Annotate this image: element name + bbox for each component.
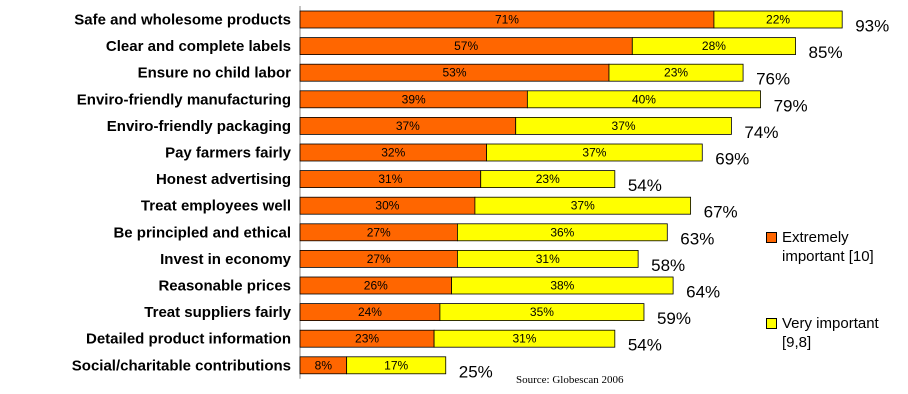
total-label: 69% [715, 150, 749, 169]
bar-very-important [346, 356, 447, 375]
legend-label-extremely-important: Extremely important [10] [782, 229, 874, 265]
bar-label-extremely-important: 31% [378, 172, 402, 186]
category-label: Enviro-friendly packaging [107, 118, 291, 135]
bar-label-extremely-important: 30% [375, 199, 399, 213]
bar-label-very-important: 31% [536, 252, 560, 266]
bar-label-extremely-important: 27% [367, 252, 391, 266]
bar-very-important [631, 37, 796, 55]
category-label: Treat suppliers fairly [144, 304, 291, 321]
legend-item-extremely-important: Extremely important [10] [766, 228, 892, 266]
category-label: Enviro-friendly manufacturing [77, 91, 291, 108]
bar-very-important [439, 303, 645, 322]
bar-label-very-important: 17% [384, 358, 408, 372]
total-label: 85% [809, 43, 843, 62]
category-label: Social/charitable contributions [72, 357, 291, 374]
bar-label-extremely-important: 26% [364, 279, 388, 293]
bar-label-extremely-important: 53% [442, 66, 466, 80]
bar-very-important [486, 143, 703, 162]
total-label: 93% [855, 17, 889, 36]
bar-very-important [526, 90, 761, 109]
bar-label-very-important: 37% [612, 119, 636, 133]
total-label: 64% [686, 283, 720, 302]
bar-label-very-important: 36% [550, 225, 574, 239]
bar-label-extremely-important: 39% [402, 92, 426, 106]
bar-very-important [457, 249, 639, 268]
bar-label-extremely-important: 71% [495, 13, 519, 27]
bar-label-very-important: 28% [702, 39, 726, 53]
bar-label-extremely-important: 8% [315, 358, 333, 372]
total-label: 74% [744, 123, 778, 142]
bar-label-very-important: 23% [536, 172, 560, 186]
category-label: Detailed product information [86, 331, 291, 348]
legend-label-very-important: Very important [9,8] [782, 315, 879, 351]
total-label: 63% [680, 229, 714, 248]
bar-label-extremely-important: 24% [358, 305, 382, 319]
bar-label-very-important: 31% [512, 332, 536, 346]
category-label: Be principled and ethical [113, 224, 291, 241]
bar-very-important [451, 276, 674, 295]
bar-label-very-important: 40% [632, 92, 656, 106]
legend-item-very-important: Very important [9,8] [766, 314, 892, 352]
total-label: 58% [651, 256, 685, 275]
source-note: Source: Globescan 2006 [516, 374, 624, 386]
total-label: 59% [657, 309, 691, 328]
total-label: 79% [774, 96, 808, 115]
legend-swatch-yellow [766, 318, 777, 329]
category-label: Safe and wholesome products [74, 12, 291, 29]
bar-very-important [515, 117, 732, 135]
bar-very-important [474, 196, 692, 215]
bar-very-important [457, 223, 668, 242]
bar-label-very-important: 37% [582, 146, 606, 160]
bar-label-very-important: 35% [530, 305, 554, 319]
total-label: 25% [459, 362, 493, 381]
total-label: 76% [756, 70, 790, 89]
category-label: Ensure no child labor [138, 65, 292, 82]
bar-label-very-important: 37% [571, 199, 595, 213]
bar-label-extremely-important: 27% [367, 225, 391, 239]
bar-very-important [480, 170, 616, 189]
category-label: Treat employees well [141, 198, 291, 215]
bar-label-extremely-important: 37% [396, 119, 420, 133]
bar-label-extremely-important: 32% [381, 146, 405, 160]
category-label: Honest advertising [156, 171, 291, 188]
total-label: 67% [704, 203, 738, 222]
bar-very-important [433, 329, 616, 348]
legend-swatch-orange [766, 232, 777, 243]
bar-very-important [713, 10, 843, 29]
bar-label-very-important: 22% [766, 13, 790, 27]
category-label: Pay farmers fairly [165, 145, 292, 162]
category-label: Reasonable prices [158, 278, 291, 295]
bar-label-extremely-important: 57% [454, 39, 478, 53]
bar-very-important [608, 63, 744, 82]
category-label: Invest in economy [160, 251, 292, 268]
category-label: Clear and complete labels [106, 38, 291, 55]
bar-label-extremely-important: 23% [355, 332, 379, 346]
bar-label-very-important: 38% [550, 279, 574, 293]
bar-label-very-important: 23% [664, 66, 688, 80]
total-label: 54% [628, 336, 662, 355]
total-label: 54% [628, 176, 662, 195]
